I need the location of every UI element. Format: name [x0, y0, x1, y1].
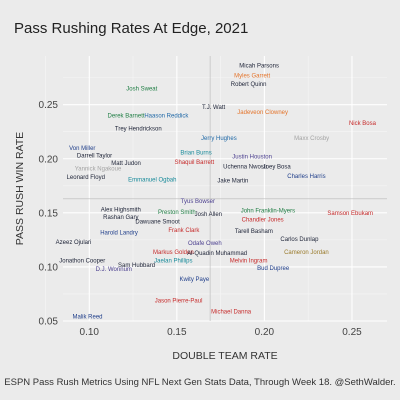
point-label: Emmanuel Ogbah: [128, 177, 176, 183]
point-label: Bud Dupree: [257, 266, 290, 272]
x-tick-label: 0.20: [255, 327, 275, 338]
point-label: Melvin Ingram: [230, 258, 268, 264]
point-label: Jake Martin: [217, 178, 248, 184]
point-label: Darrell Taylor: [77, 154, 112, 160]
point-label: Micah Parsons: [239, 64, 279, 70]
point-label: Tarell Basham: [235, 229, 273, 235]
point-label: Brian Burns: [180, 150, 211, 156]
point-label: Rashan Gary: [103, 215, 138, 221]
y-tick-label: 0.05: [39, 317, 59, 328]
point-label: T.J. Watt: [202, 105, 225, 111]
plot-panel: [63, 56, 387, 321]
point-label: Josh Sweat: [126, 86, 157, 92]
point-label: Jason Pierre-Paul: [155, 298, 203, 304]
point-label: Carlos Dunlap: [280, 237, 319, 243]
point-label: Kwity Paye: [180, 277, 210, 283]
point-label: Dawuane Smoot: [135, 219, 180, 225]
point-label: Justin Houston: [232, 155, 272, 161]
point-label: Preston Smith: [158, 210, 196, 216]
point-label: Frank Clark: [168, 228, 200, 234]
y-tick-label: 0.10: [39, 262, 59, 273]
y-tick-label: 0.20: [39, 154, 59, 165]
point-label: Shaquil Barrett: [174, 160, 214, 166]
caption: ESPN Pass Rush Metrics Using NFL Next Ge…: [4, 377, 396, 388]
point-label: Myles Garrett: [234, 73, 270, 79]
chart-title: Pass Rushing Rates At Edge, 2021: [14, 20, 249, 37]
point-label: John Franklin-Myers: [241, 209, 295, 215]
point-label: Uchenna Nwosu: [223, 164, 267, 170]
point-label: Harold Landry: [100, 230, 138, 236]
x-axis-label: DOUBLE TEAM RATE: [172, 350, 277, 362]
point-label: Samson Ebukam: [327, 211, 373, 217]
x-tick-label: 0.15: [167, 327, 187, 338]
point-label: Maxx Crosby: [294, 136, 329, 142]
point-label: Tyus Bowser: [181, 199, 215, 205]
point-label: Jadeveon Clowney: [237, 110, 288, 116]
point-label: Jaelan Phillips: [154, 258, 192, 264]
y-axis-label: PASS RUSH WIN RATE: [14, 132, 26, 245]
point-label: Joey Bosa: [263, 164, 292, 170]
point-label: Al-Quadin Muhammad: [187, 251, 247, 257]
point-label: Robert Quinn: [231, 82, 267, 88]
point-label: Jonathon Cooper: [59, 258, 105, 264]
point-label: Cameron Jordan: [284, 250, 329, 256]
y-tick-label: 0.15: [39, 208, 59, 219]
point-label: Derek Barnett: [108, 113, 145, 119]
point-label: Alex Highsmith: [101, 208, 141, 214]
point-label: Matt Judon: [111, 161, 141, 167]
point-label: Von Miller: [69, 146, 95, 152]
point-label: Chandler Jones: [242, 217, 284, 223]
point-label: Haason Reddick: [144, 113, 189, 119]
point-label: Jerry Hughes: [201, 136, 237, 142]
x-tick-label: 0.25: [342, 327, 362, 338]
point-label: Josh Allen: [195, 212, 222, 218]
point-label: Trey Hendrickson: [115, 126, 162, 132]
point-label: Charles Harris: [287, 174, 325, 180]
point-label: Michael Danna: [211, 309, 252, 315]
point-label: Malik Reed: [73, 315, 103, 321]
point-label: D.J. Wonnum: [96, 267, 132, 273]
point-label: Sam Hubbard: [118, 263, 155, 269]
point-label: Nick Bosa: [349, 121, 377, 127]
point-label: Azeez Ojulari: [56, 240, 92, 246]
point-label: Leonard Floyd: [67, 175, 105, 181]
point-label: Yannick Ngakoue: [75, 166, 122, 172]
y-tick-label: 0.25: [39, 100, 59, 111]
point-label: Odafe Oweh: [188, 241, 222, 247]
x-tick-label: 0.10: [80, 327, 100, 338]
point-label: Markus Golden: [153, 250, 194, 256]
